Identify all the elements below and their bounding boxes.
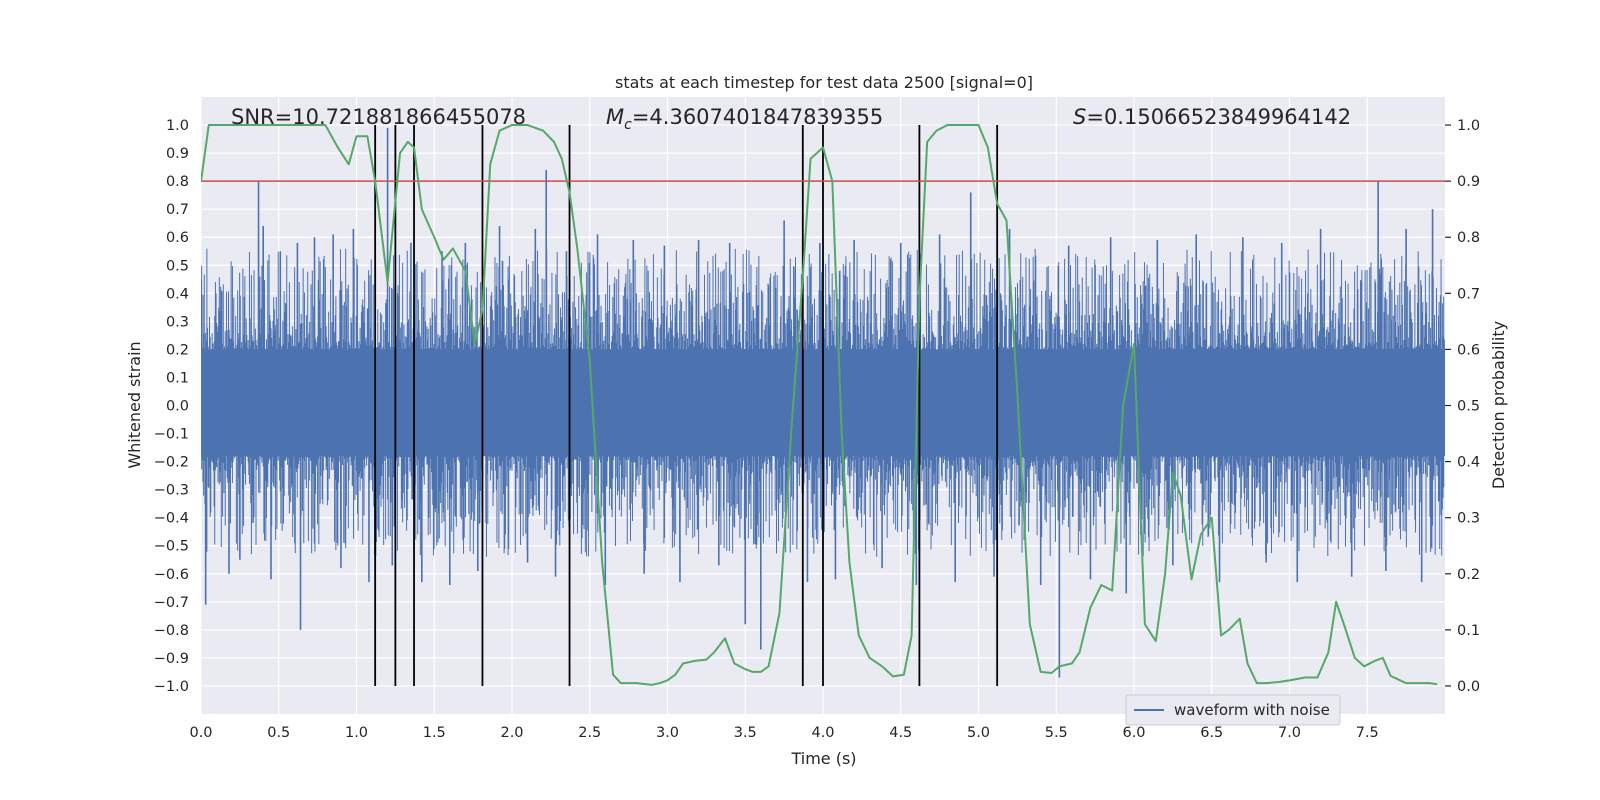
- x-tick-label-3: 1.5: [423, 725, 446, 741]
- x-tick-label-2: 1.0: [345, 725, 368, 741]
- left-y-tick-label-16: −0.6: [154, 567, 189, 583]
- event-lines: [374, 125, 999, 686]
- left-y-tick-label-19: −0.9: [154, 651, 189, 667]
- right-y-tick-label-5: 0.5: [1457, 399, 1480, 415]
- x-tick-label-1: 0.5: [267, 725, 290, 741]
- x-tick-label-13: 6.5: [1200, 725, 1223, 741]
- x-tick-label-10: 5.0: [967, 725, 990, 741]
- left-y-tick-label-5: 0.5: [166, 258, 189, 274]
- left-y-axis-ticks: 1.0 0.9 0.8 0.7 0.6 0.5 0.4 0.3 0.2 0.1 0.0 −0.1 −0.…: [154, 118, 189, 695]
- x-tick-label-12: 6.0: [1122, 725, 1145, 741]
- legend-label-waveform: waveform with noise: [1174, 701, 1330, 719]
- right-y-axis-ticks: 1.0 0.9 0.8 0.7 0.6 0.5 0.4 0.3 0.2 0.1 0.0: [1445, 118, 1480, 695]
- x-tick-label-6: 3.0: [656, 725, 679, 741]
- right-y-tick-label-1: 0.9: [1457, 174, 1480, 190]
- x-tick-label-15: 7.5: [1356, 725, 1379, 741]
- left-y-tick-label-7: 0.3: [166, 314, 189, 330]
- s-value: =0.15066523849964142: [1086, 105, 1351, 129]
- x-axis-ticks: 0.0 0.5 1.0 1.5 2.0 2.5 3.0 3.5 4.0 4.5 5.0 5.5 6.0 6…: [189, 725, 1378, 741]
- x-tick-label-0: 0.0: [189, 725, 212, 741]
- left-y-tick-label-18: −0.8: [154, 623, 189, 639]
- left-y-tick-label-12: −0.2: [154, 455, 189, 471]
- x-tick-label-14: 7.0: [1278, 725, 1301, 741]
- right-y-tick-label-4: 0.6: [1457, 342, 1480, 358]
- left-y-tick-label-3: 0.7: [166, 202, 189, 218]
- chirp-mass-annotation: Mc=4.3607401847839355: [606, 105, 883, 133]
- left-y-tick-label-0: 1.0: [166, 118, 189, 134]
- detection-probability-line: [201, 124, 1438, 686]
- chart-title: stats at each timestep for test data 250…: [615, 73, 1033, 92]
- right-y-tick-label-0: 1.0: [1457, 118, 1480, 134]
- x-tick-label-9: 4.5: [889, 725, 912, 741]
- legend-box: [1125, 694, 1341, 726]
- right-y-axis-label: Detection probability: [1489, 321, 1508, 489]
- left-y-tick-label-6: 0.4: [166, 286, 189, 302]
- detection-probability-series: [201, 124, 1438, 686]
- x-tick-label-11: 5.5: [1045, 725, 1068, 741]
- right-y-tick-label-8: 0.2: [1457, 567, 1480, 583]
- x-axis-label: Time (s): [790, 749, 856, 768]
- left-y-tick-label-8: 0.2: [166, 342, 189, 358]
- left-y-tick-label-9: 0.1: [166, 370, 189, 386]
- left-y-tick-label-15: −0.5: [154, 539, 189, 555]
- left-y-tick-label-14: −0.4: [154, 511, 189, 527]
- right-y-tick-label-7: 0.3: [1457, 511, 1480, 527]
- left-y-tick-label-17: −0.7: [154, 595, 189, 611]
- s-annotation: S=0.15066523849964142: [1073, 105, 1351, 129]
- left-y-tick-label-1: 0.9: [166, 146, 189, 162]
- x-tick-label-4: 2.0: [500, 725, 523, 741]
- x-tick-label-5: 2.5: [578, 725, 601, 741]
- chirp-mass-subscript: c: [624, 117, 632, 133]
- left-y-tick-label-10: 0.0: [166, 399, 189, 415]
- left-y-tick-label-11: −0.1: [154, 427, 189, 443]
- left-y-tick-label-20: −1.0: [154, 679, 189, 695]
- right-y-tick-label-2: 0.8: [1457, 230, 1480, 246]
- right-y-tick-label-9: 0.1: [1457, 623, 1480, 639]
- legend: waveform with noise: [1125, 694, 1341, 726]
- waveform-noise: [201, 248, 1445, 557]
- x-tick-label-8: 4.0: [811, 725, 834, 741]
- left-y-tick-label-2: 0.8: [166, 174, 189, 190]
- x-tick-label-7: 3.5: [734, 725, 757, 741]
- chirp-mass-symbol: M: [606, 105, 624, 129]
- left-y-axis-label: Whitened strain: [125, 341, 144, 468]
- right-y-tick-label-3: 0.7: [1457, 286, 1480, 302]
- right-y-tick-label-10: 0.0: [1457, 679, 1480, 695]
- chirp-mass-value: =4.3607401847839355: [632, 105, 883, 129]
- s-symbol: S: [1073, 105, 1086, 129]
- right-y-tick-label-6: 0.4: [1457, 455, 1480, 471]
- snr-annotation: SNR=10.721881866455078: [231, 105, 526, 129]
- left-y-tick-label-13: −0.3: [154, 483, 189, 499]
- left-y-tick-label-4: 0.6: [166, 230, 189, 246]
